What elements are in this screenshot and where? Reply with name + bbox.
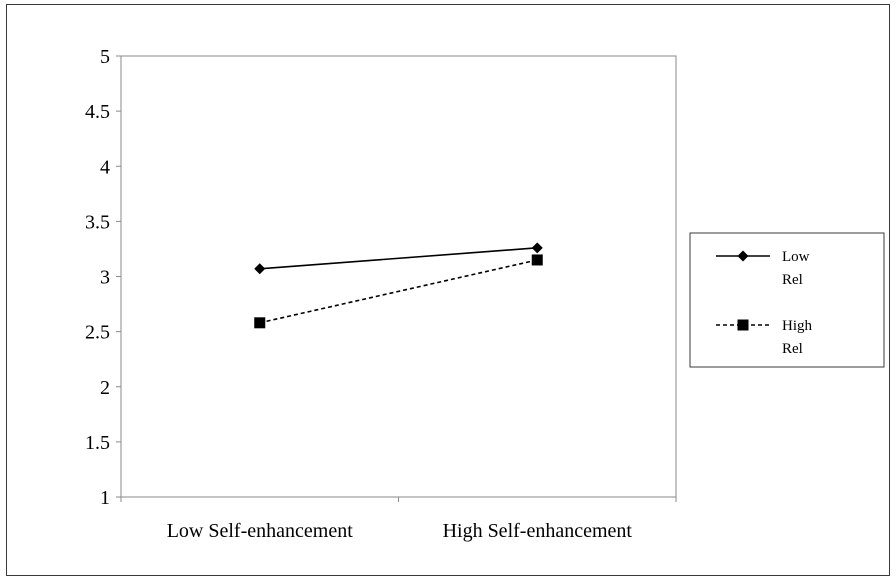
data-point-square bbox=[531, 254, 543, 266]
series-layer bbox=[254, 242, 543, 329]
legend-label: High bbox=[782, 318, 813, 334]
legend: Low Rel High Rel bbox=[689, 232, 885, 368]
x-axis: Low Self-enhancement High Self-enhancemen… bbox=[120, 496, 677, 542]
y-tick-label: 3.5 bbox=[85, 211, 110, 233]
y-tick-label: 2.5 bbox=[85, 322, 110, 344]
legend-label: Low bbox=[782, 249, 810, 265]
y-tick-label: 3 bbox=[100, 267, 110, 289]
y-tick-label: 2 bbox=[100, 377, 110, 399]
y-tick-label: 5 bbox=[100, 46, 110, 68]
y-tick-label: 1.5 bbox=[85, 432, 110, 454]
series-high-rel bbox=[254, 254, 543, 329]
x-tick-label: High Self-enhancement bbox=[443, 520, 633, 542]
legend-item: High Rel bbox=[716, 318, 813, 357]
legend-label: Rel bbox=[782, 272, 803, 288]
data-point-diamond bbox=[531, 242, 543, 254]
series-line bbox=[259, 259, 538, 324]
series-low-rel bbox=[254, 242, 543, 275]
plot-area bbox=[120, 55, 677, 498]
legend-item: Low Rel bbox=[716, 249, 810, 288]
y-tick-label: 4.5 bbox=[85, 101, 110, 123]
legend-label: Rel bbox=[782, 341, 803, 357]
legend-marker-square bbox=[737, 319, 749, 331]
y-tick-label: 1 bbox=[100, 487, 110, 509]
y-axis: 1 1.5 2 2.5 3 3.5 4 4.5 5 bbox=[85, 46, 122, 509]
y-axis-title: Heterologous Techniques bbox=[55, 250, 79, 474]
data-point-square bbox=[254, 317, 266, 329]
series-line bbox=[259, 247, 538, 270]
x-tick-label: Low Self-enhancement bbox=[167, 520, 353, 542]
legend-marker-diamond bbox=[737, 250, 749, 262]
y-tick-label: 4 bbox=[100, 156, 110, 178]
data-point-diamond bbox=[254, 263, 266, 275]
